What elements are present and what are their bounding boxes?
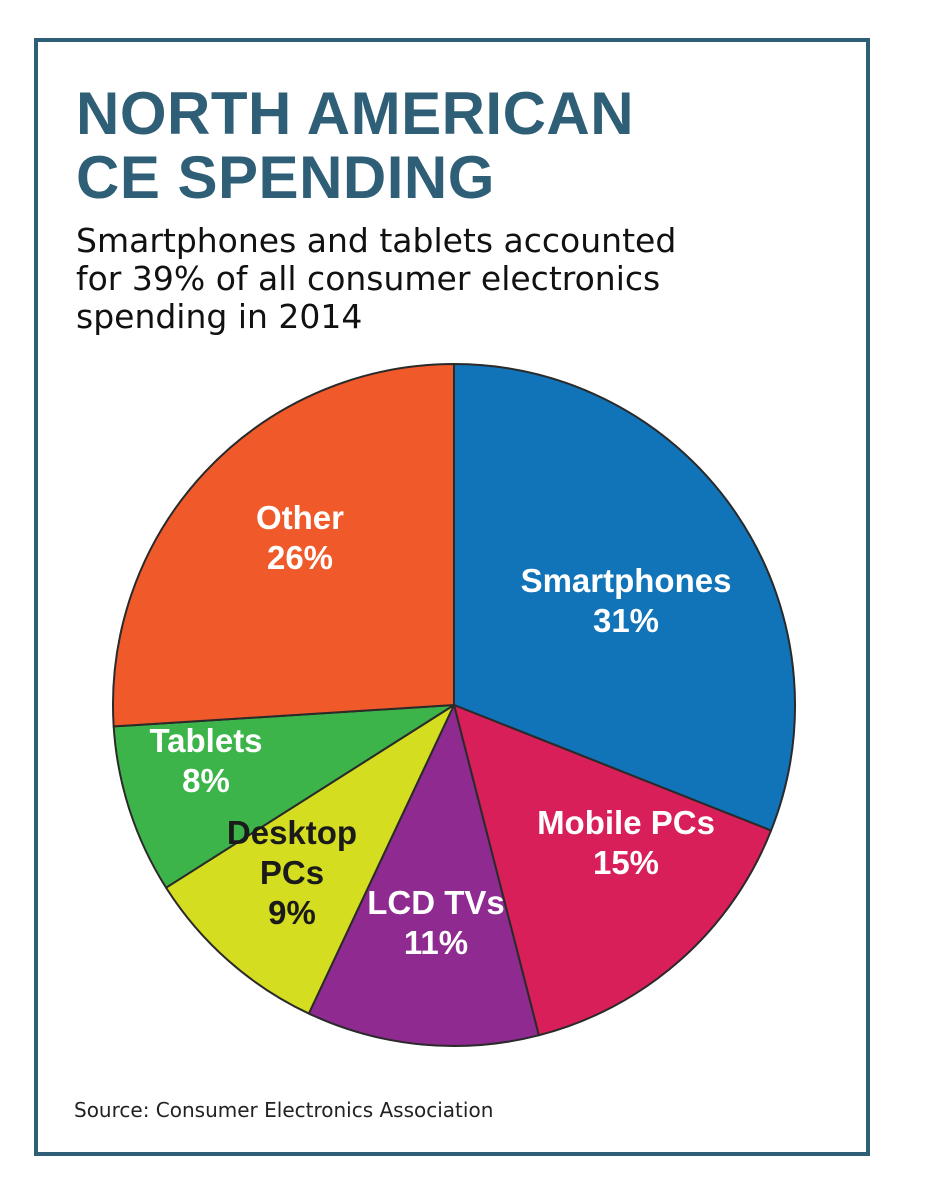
slice-label-other-line-2: 26% — [267, 539, 333, 576]
pie-slice-smartphones — [453, 363, 796, 832]
slice-label-mobile-pcs: Mobile PCs 15% — [537, 804, 715, 881]
pie-slice-other — [112, 363, 455, 728]
chart-subtitle-line-1: Smartphones and tablets accounted — [76, 221, 677, 260]
slice-label-smartphones-line-2: 31% — [593, 602, 659, 639]
slice-label-lcd-tvs-line-1: LCD TVs — [367, 884, 505, 921]
chart-subtitle: Smartphones and tablets accounted for 39… — [76, 222, 856, 336]
chart-frame — [34, 38, 870, 1156]
slice-label-tablets-line-1: Tablets — [149, 722, 262, 759]
slice-label-mobile-pcs-line-1: Mobile PCs — [537, 804, 715, 841]
slice-label-other: Other 26% — [256, 499, 344, 576]
slice-label-tablets-line-2: 8% — [182, 762, 230, 799]
pie-slice-mobile-pcs — [453, 704, 773, 1037]
slice-label-lcd-tvs: LCD TVs 11% — [367, 884, 505, 961]
chart-title: NORTH AMERICAN CE SPENDING — [76, 82, 856, 210]
pie-slice-desktop-pcs — [165, 704, 455, 1015]
pie-slice-lcd-tvs — [307, 704, 540, 1047]
slice-label-desktop-pcs: Desktop PCs 9% — [227, 814, 357, 931]
slice-label-other-line-1: Other — [256, 499, 344, 536]
slice-label-desktop-pcs-line-3: 9% — [268, 894, 316, 931]
slice-label-desktop-pcs-line-1: Desktop — [227, 814, 357, 851]
slice-label-desktop-pcs-line-2: PCs — [260, 854, 324, 891]
slice-label-tablets: Tablets 8% — [149, 722, 262, 799]
chart-subtitle-line-2: for 39% of all consumer electronics — [76, 259, 661, 298]
slice-label-lcd-tvs-line-2: 11% — [404, 924, 468, 961]
chart-subtitle-line-3: spending in 2014 — [76, 297, 363, 336]
chart-title-line-2: CE SPENDING — [76, 144, 495, 211]
slice-label-smartphones: Smartphones 31% — [521, 562, 732, 639]
slice-label-mobile-pcs-line-2: 15% — [593, 844, 659, 881]
slice-label-smartphones-line-1: Smartphones — [521, 562, 732, 599]
source-note: Source: Consumer Electronics Association — [74, 1098, 494, 1122]
pie-slice-tablets — [112, 704, 455, 889]
chart-title-line-1: NORTH AMERICAN — [76, 80, 635, 147]
